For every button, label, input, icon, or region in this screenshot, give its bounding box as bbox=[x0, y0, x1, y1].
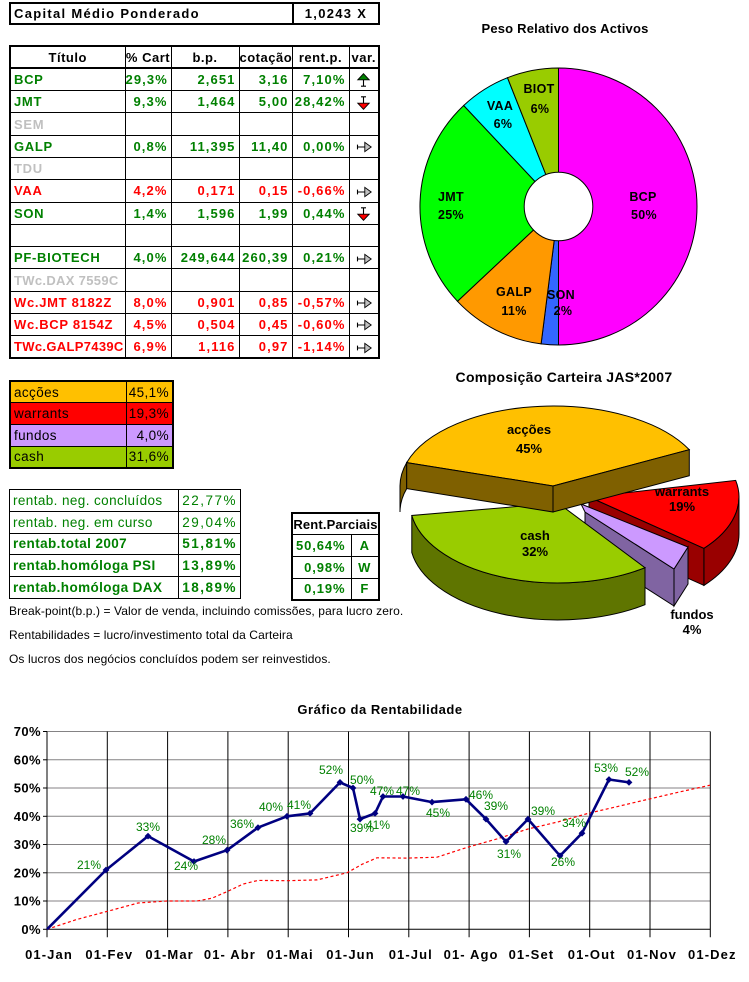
svg-text:25%: 25% bbox=[438, 208, 464, 222]
svg-text:BCP: BCP bbox=[629, 190, 656, 204]
svg-text:VAA: VAA bbox=[487, 99, 513, 113]
svg-text:Composição Carteira JAS*2007: Composição Carteira JAS*2007 bbox=[456, 369, 673, 385]
svg-text:31%: 31% bbox=[497, 847, 521, 861]
svg-text:GALP: GALP bbox=[496, 285, 532, 299]
svg-text:2%: 2% bbox=[554, 304, 573, 318]
svg-text:01-Set: 01-Set bbox=[509, 947, 555, 962]
svg-text:50%: 50% bbox=[350, 773, 374, 787]
svg-text:34%: 34% bbox=[562, 816, 586, 830]
svg-text:acções: acções bbox=[507, 422, 551, 437]
svg-text:01-Out: 01-Out bbox=[568, 947, 616, 962]
svg-text:46%: 46% bbox=[469, 788, 493, 802]
svg-text:Gráfico da Rentabilidade: Gráfico da Rentabilidade bbox=[297, 702, 462, 717]
svg-text:01-Jul: 01-Jul bbox=[389, 947, 433, 962]
svg-text:52%: 52% bbox=[625, 765, 649, 779]
svg-text:39%: 39% bbox=[350, 821, 374, 835]
svg-text:45%: 45% bbox=[516, 441, 542, 456]
svg-text:41%: 41% bbox=[366, 818, 390, 832]
svg-text:cash: cash bbox=[520, 528, 550, 543]
svg-text:01-Dez: 01-Dez bbox=[688, 947, 737, 962]
svg-text:01- Abr: 01- Abr bbox=[204, 947, 256, 962]
svg-text:0%: 0% bbox=[21, 922, 41, 937]
svg-text:01-Mai: 01-Mai bbox=[267, 947, 314, 962]
svg-text:Peso Relativo dos Activos: Peso Relativo dos Activos bbox=[481, 21, 648, 36]
svg-text:28%: 28% bbox=[202, 833, 226, 847]
svg-text:40%: 40% bbox=[14, 809, 41, 824]
svg-text:52%: 52% bbox=[319, 763, 343, 777]
svg-text:24%: 24% bbox=[174, 859, 198, 873]
svg-text:39%: 39% bbox=[484, 799, 508, 813]
svg-text:01-Fev: 01-Fev bbox=[85, 947, 133, 962]
svg-text:4%: 4% bbox=[683, 622, 702, 637]
svg-text:JMT: JMT bbox=[438, 190, 464, 204]
svg-text:01- Ago: 01- Ago bbox=[444, 947, 499, 962]
svg-text:30%: 30% bbox=[14, 837, 41, 852]
svg-text:40%: 40% bbox=[259, 800, 283, 814]
svg-text:41%: 41% bbox=[287, 798, 311, 812]
svg-text:01-Nov: 01-Nov bbox=[627, 947, 677, 962]
svg-text:BIOT: BIOT bbox=[523, 82, 554, 96]
svg-text:26%: 26% bbox=[551, 855, 575, 869]
svg-text:47%: 47% bbox=[396, 784, 420, 798]
svg-text:70%: 70% bbox=[14, 724, 41, 739]
svg-text:21%: 21% bbox=[77, 858, 101, 872]
svg-text:20%: 20% bbox=[14, 865, 41, 880]
svg-text:01-Mar: 01-Mar bbox=[145, 947, 194, 962]
svg-text:53%: 53% bbox=[594, 761, 618, 775]
svg-text:60%: 60% bbox=[14, 752, 41, 767]
svg-text:SON: SON bbox=[547, 288, 575, 302]
svg-text:11%: 11% bbox=[501, 304, 526, 318]
svg-text:39%: 39% bbox=[531, 804, 555, 818]
svg-text:warrants: warrants bbox=[654, 484, 709, 499]
svg-text:50%: 50% bbox=[14, 781, 41, 796]
svg-text:45%: 45% bbox=[426, 806, 450, 820]
svg-text:36%: 36% bbox=[230, 817, 254, 831]
svg-text:01-Jun: 01-Jun bbox=[326, 947, 375, 962]
svg-text:10%: 10% bbox=[14, 894, 41, 909]
svg-text:19%: 19% bbox=[669, 499, 695, 514]
svg-text:47%: 47% bbox=[370, 784, 394, 798]
svg-text:33%: 33% bbox=[136, 820, 160, 834]
svg-text:6%: 6% bbox=[494, 117, 513, 131]
svg-text:32%: 32% bbox=[522, 544, 548, 559]
svg-text:6%: 6% bbox=[531, 102, 550, 116]
svg-text:01-Jan: 01-Jan bbox=[25, 947, 73, 962]
svg-text:fundos: fundos bbox=[670, 607, 713, 622]
svg-text:50%: 50% bbox=[631, 208, 657, 222]
